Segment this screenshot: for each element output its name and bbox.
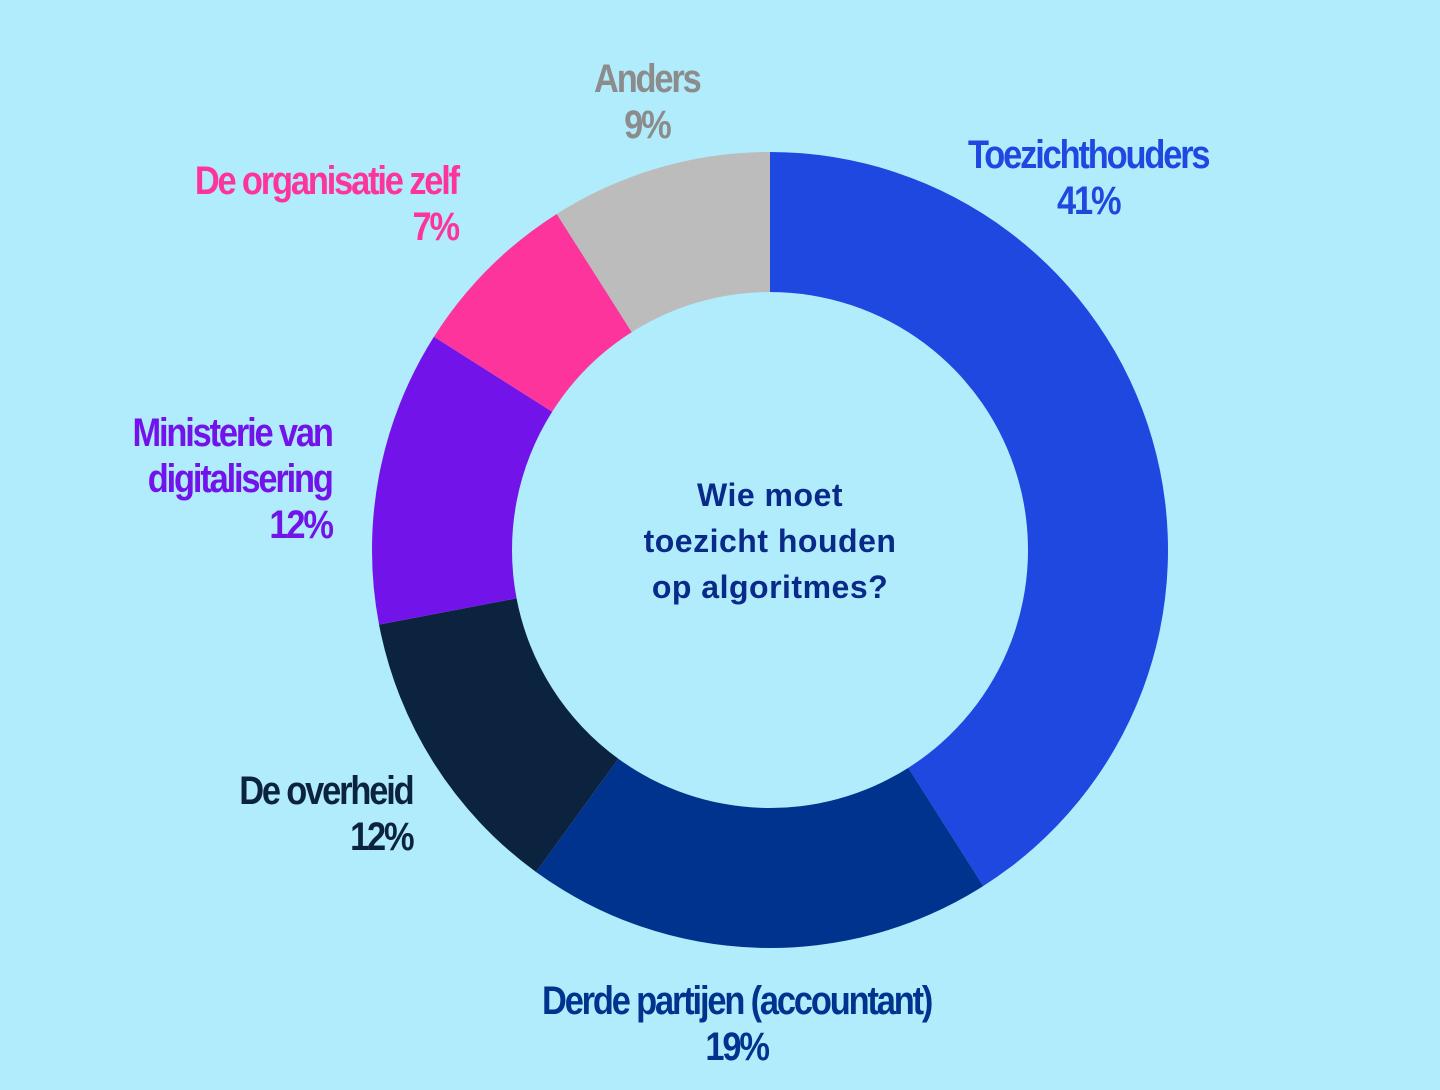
center-question-line-2: toezicht houden xyxy=(643,523,897,559)
label-toezichthouders-value: 41% xyxy=(1057,179,1122,223)
slice-toezichthouders xyxy=(770,152,1168,887)
label-ministerie-name-1: Ministerie van xyxy=(132,411,334,455)
center-question-line-1: Wie moet xyxy=(697,477,843,513)
label-organisatie-zelf-name: De organisatie zelf xyxy=(194,159,460,203)
slice-ministerie xyxy=(372,336,553,625)
label-de-overheid-value: 12% xyxy=(349,815,415,859)
label-anders: Anders 9% xyxy=(594,56,702,148)
label-de-overheid-name: De overheid xyxy=(238,769,414,813)
label-toezichthouders: Toezichthouders 41% xyxy=(968,132,1211,224)
label-anders-name: Anders xyxy=(594,57,702,101)
label-anders-value: 9% xyxy=(624,103,672,147)
label-derde-partijen-value: 19% xyxy=(705,1025,770,1069)
label-ministerie: Ministerie van digitalisering 12% xyxy=(132,410,335,548)
label-derde-partijen-name: Derde partijen (accountant) xyxy=(542,979,933,1023)
label-toezichthouders-name: Toezichthouders xyxy=(968,133,1211,177)
label-ministerie-name-2: digitalisering xyxy=(148,457,334,501)
center-question-line-3: op algoritmes? xyxy=(651,569,889,605)
slice-derde xyxy=(536,758,984,949)
label-organisatie-zelf-value: 7% xyxy=(412,205,461,249)
label-derde-partijen: Derde partijen (accountant) 19% xyxy=(542,978,933,1070)
label-organisatie-zelf: De organisatie zelf 7% xyxy=(194,158,461,250)
slice-anders xyxy=(556,152,770,333)
slice-organisatie xyxy=(433,213,632,412)
label-de-overheid: De overheid 12% xyxy=(238,768,415,860)
center-question: Wie moet toezicht houden op algoritmes? xyxy=(570,472,970,610)
label-ministerie-value: 12% xyxy=(269,503,335,547)
slice-overheid xyxy=(379,598,619,872)
